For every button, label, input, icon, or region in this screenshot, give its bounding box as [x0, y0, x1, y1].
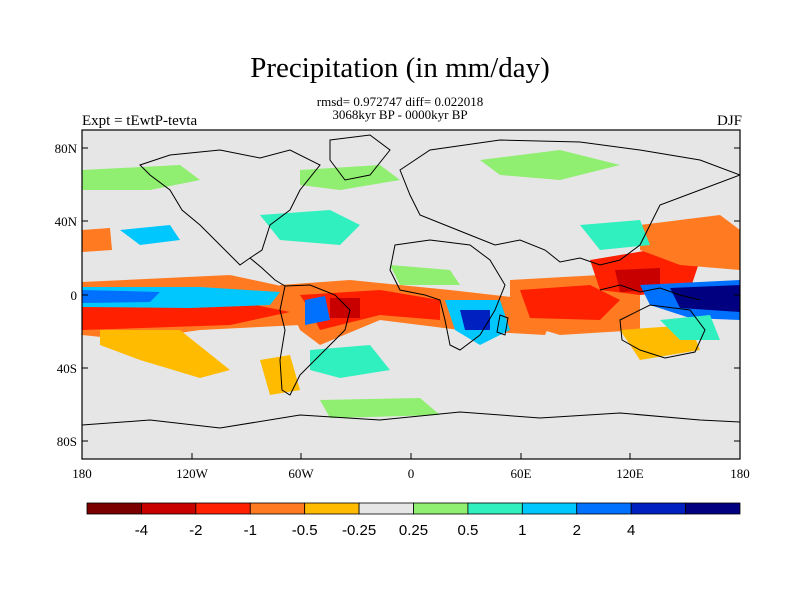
- anomaly-patch-south-atlantic-pos: [310, 345, 390, 378]
- anomaly-patch-south-america-south-neg: [260, 355, 300, 395]
- colorbar-box-0: [86, 502, 142, 515]
- time-range-text: 3068kyr BP - 0000kyr BP: [332, 107, 468, 122]
- anomaly-patch-africa-north-pos: [390, 265, 460, 285]
- anomaly-patch-east-asia-pos: [580, 220, 650, 250]
- anomaly-patch-asia-pos: [480, 150, 620, 180]
- coast-eurasia: [399, 139, 740, 266]
- season-label: DJF: [716, 113, 742, 129]
- anomaly-patch-southern-ocean-pos: [320, 398, 440, 418]
- colorbar-label-1: -2: [189, 522, 202, 539]
- colorbar-box-9: [576, 502, 632, 515]
- coast-central-america: [249, 257, 286, 287]
- anomaly-patch-northeast-pacific-neg: [82, 228, 112, 252]
- anomaly-field: [82, 150, 740, 418]
- coast-greenland: [329, 134, 391, 181]
- colorbar-box-5: [358, 502, 414, 515]
- lat-label-40s: 40S: [57, 361, 77, 376]
- lon-label-180w: 180: [72, 466, 92, 481]
- colorbar-label-2: -1: [244, 522, 257, 539]
- colorbar-box-11: [685, 502, 741, 515]
- anomaly-patch-west-pacific-core: [670, 285, 740, 312]
- lat-label-80s: 80S: [57, 434, 77, 449]
- colorbar-label-8: 2: [573, 522, 581, 539]
- anomaly-patch-north-pacific-cyan: [120, 225, 180, 245]
- colorbar-box-8: [521, 502, 578, 515]
- experiment-label: Expt = tEwtP-tevta: [82, 113, 198, 129]
- colorbar-box-4: [304, 502, 360, 515]
- colorbar-box-10: [630, 502, 686, 515]
- lat-axis: [82, 147, 740, 442]
- stats-block: rmsd= 0.972747 diff= 0.022018 3068kyr BP…: [0, 95, 800, 121]
- colorbar-label-7: 1: [518, 522, 526, 539]
- lon-label-120w: 120W: [176, 466, 209, 481]
- plot-title: Precipitation (in mm/day): [250, 52, 550, 84]
- anomaly-patch-north-pacific-pos: [82, 165, 200, 190]
- coast-africa: [389, 239, 506, 351]
- colorbar-label-9: 4: [627, 522, 635, 539]
- colorbar-box-6: [413, 502, 469, 515]
- colorbar-box-3: [249, 502, 306, 515]
- lon-axis: [81, 453, 741, 459]
- lon-label-120e: 120E: [616, 466, 644, 481]
- colorbar-box-7: [467, 502, 523, 515]
- anomaly-patch-australia-pos: [660, 315, 720, 340]
- lat-label-0: 0: [71, 288, 78, 303]
- colorbar-box-2: [195, 502, 251, 515]
- colorbar: -4 -2 -1 -0.5 -0.25 0.25 0.5 1 2 4: [86, 502, 741, 539]
- coastlines: [82, 134, 740, 429]
- colorbar-label-3: -0.5: [292, 522, 318, 539]
- lat-label-40n: 40N: [55, 214, 78, 229]
- anomaly-patch-amazon-dark: [330, 298, 360, 318]
- lon-label-180e: 180: [730, 466, 750, 481]
- coast-south-america: [279, 284, 351, 396]
- anomaly-patch-nw-pacific-neg: [640, 215, 740, 270]
- coast-north-america: [139, 149, 321, 266]
- anomaly-patch-arctic-pos: [300, 165, 400, 190]
- anomaly-patch-pacific-pos-core: [82, 290, 160, 303]
- anomaly-patch-south-pacific: [100, 330, 230, 378]
- colorbar-label-4: -0.25: [342, 522, 376, 539]
- colorbar-label-5: 0.25: [399, 522, 428, 539]
- coast-madagascar: [496, 314, 509, 336]
- anomaly-patch-amazon-pos: [305, 296, 330, 325]
- lat-label-80n: 80N: [55, 141, 78, 156]
- colorbar-box-1: [141, 502, 197, 515]
- coast-australia: [619, 304, 706, 359]
- rmsd-diff-text: rmsd= 0.972747 diff= 0.022018: [316, 94, 484, 109]
- coast-indonesia: [599, 284, 701, 301]
- lon-label-0: 0: [408, 466, 415, 481]
- coast-antarctica: [82, 411, 740, 429]
- anomaly-patch-indian-neg-core: [520, 285, 620, 320]
- anomaly-patch-north-atlantic-pos: [260, 210, 360, 245]
- lon-label-60e: 60E: [511, 466, 532, 481]
- colorbar-label-6: 0.5: [457, 522, 478, 539]
- colorbar-label-0: -4: [135, 522, 148, 539]
- lon-label-60w: 60W: [288, 466, 314, 481]
- anomaly-patch-se-africa-core: [460, 310, 490, 330]
